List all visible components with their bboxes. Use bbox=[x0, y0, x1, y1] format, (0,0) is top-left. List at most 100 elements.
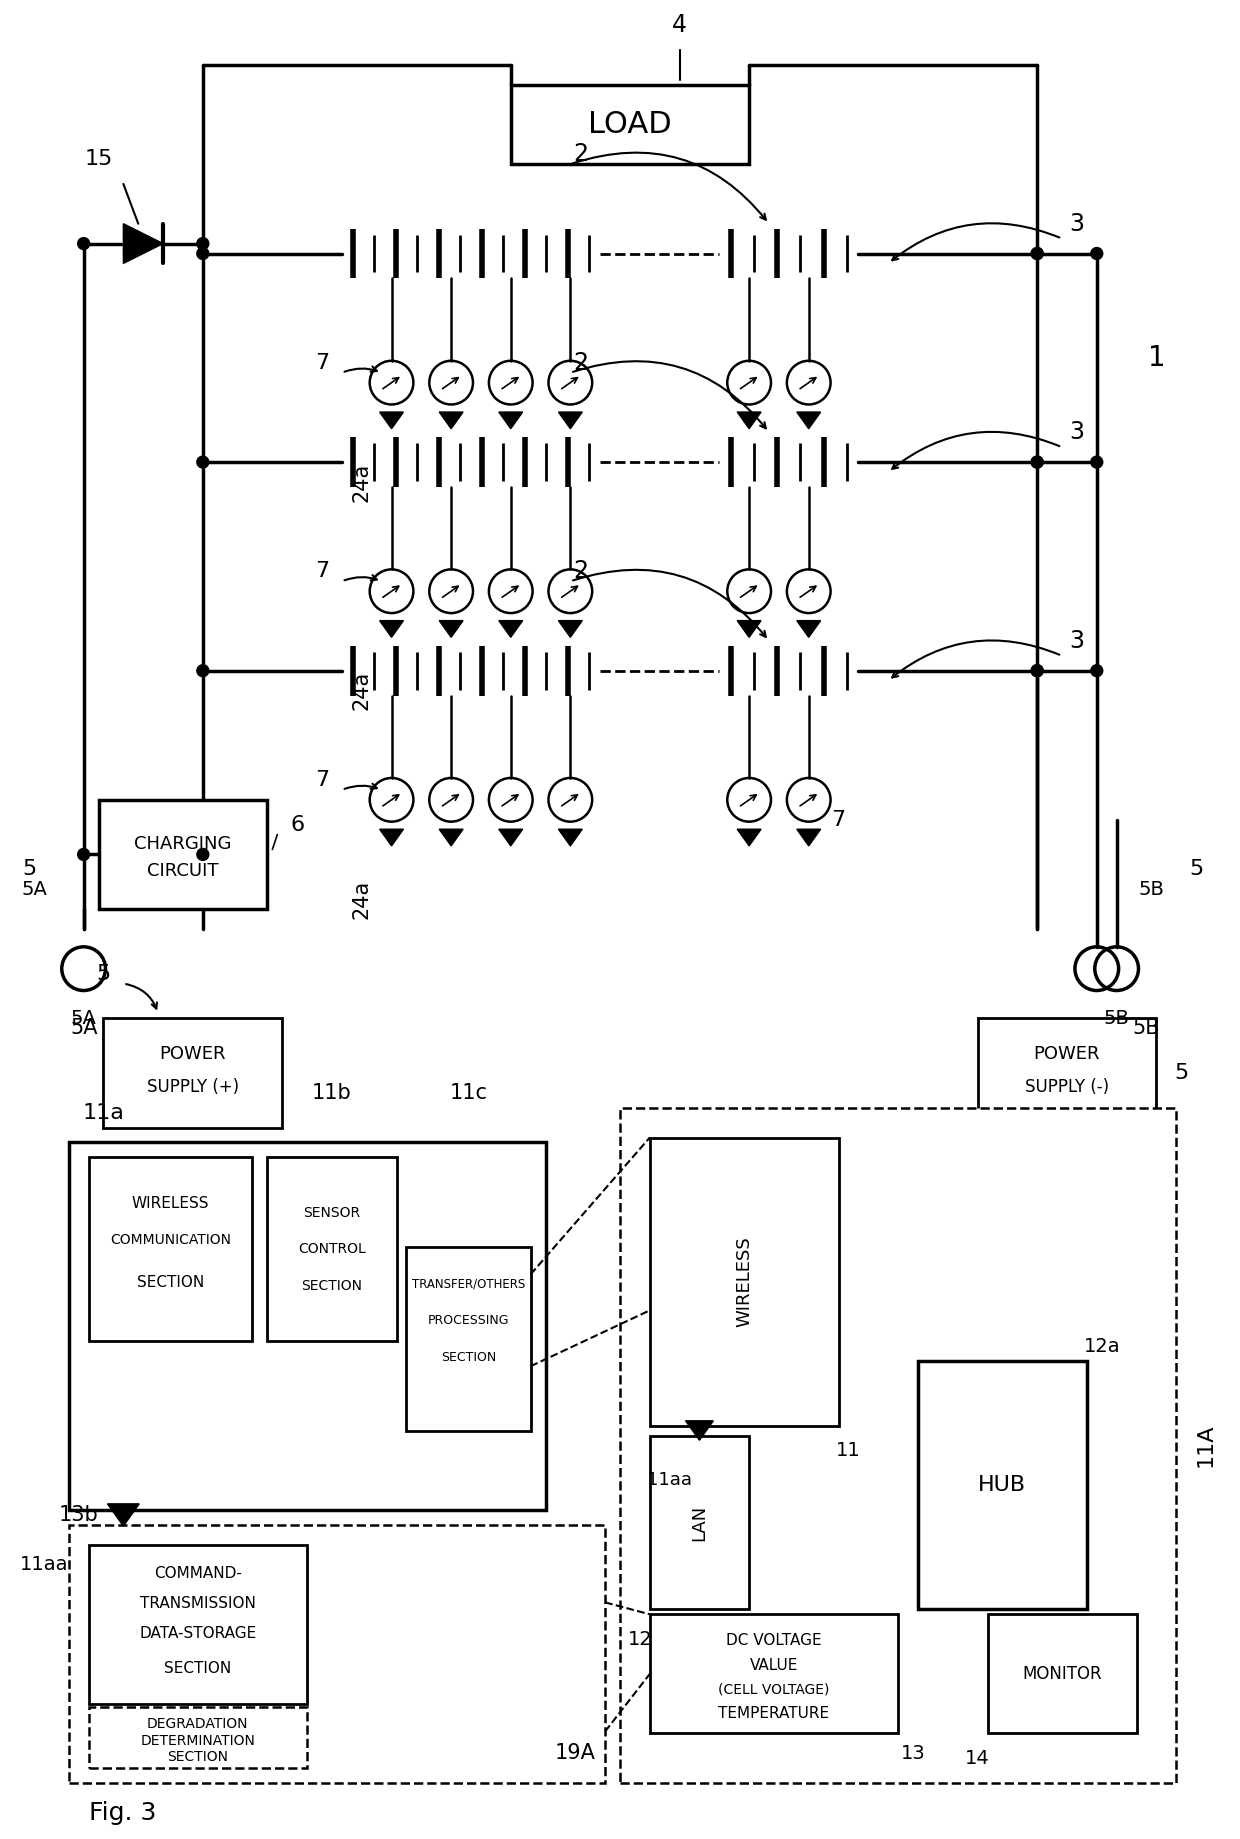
Text: POWER: POWER bbox=[1034, 1045, 1100, 1063]
Circle shape bbox=[1032, 456, 1043, 469]
Bar bbox=[68, 1142, 546, 1510]
Circle shape bbox=[78, 237, 89, 250]
Text: 24a: 24a bbox=[352, 671, 372, 710]
Text: 3: 3 bbox=[1069, 211, 1085, 235]
Text: PROCESSING: PROCESSING bbox=[428, 1313, 510, 1326]
Text: WIRELESS: WIRELESS bbox=[735, 1236, 753, 1328]
Polygon shape bbox=[738, 412, 761, 428]
Bar bbox=[88, 1707, 308, 1769]
Text: 3: 3 bbox=[1069, 629, 1085, 653]
Text: 11: 11 bbox=[836, 1442, 861, 1460]
Text: 7: 7 bbox=[832, 809, 846, 829]
Circle shape bbox=[1032, 664, 1043, 677]
Bar bbox=[98, 800, 268, 908]
Text: SECTION: SECTION bbox=[164, 1661, 232, 1675]
Polygon shape bbox=[123, 224, 164, 263]
Circle shape bbox=[1032, 664, 1043, 677]
Bar bbox=[620, 1107, 1177, 1784]
Polygon shape bbox=[498, 829, 522, 846]
Text: 11c: 11c bbox=[450, 1083, 487, 1103]
Text: 7: 7 bbox=[315, 771, 329, 791]
Text: 2: 2 bbox=[573, 142, 588, 166]
Text: DEGRADATION: DEGRADATION bbox=[148, 1718, 248, 1730]
Text: DETERMINATION: DETERMINATION bbox=[140, 1734, 255, 1747]
Text: CHARGING: CHARGING bbox=[134, 835, 232, 853]
Text: LAN: LAN bbox=[691, 1504, 708, 1541]
Text: 5: 5 bbox=[97, 964, 110, 984]
Polygon shape bbox=[439, 412, 463, 428]
Text: 2: 2 bbox=[573, 351, 588, 375]
Bar bbox=[650, 1138, 838, 1425]
Text: 1: 1 bbox=[1147, 344, 1166, 371]
Text: 11a: 11a bbox=[83, 1103, 124, 1122]
Circle shape bbox=[1032, 248, 1043, 259]
Text: 24a: 24a bbox=[352, 462, 372, 502]
Polygon shape bbox=[439, 829, 463, 846]
Circle shape bbox=[197, 848, 208, 861]
Text: 24a: 24a bbox=[352, 879, 372, 920]
Polygon shape bbox=[797, 829, 821, 846]
Polygon shape bbox=[439, 620, 463, 638]
Text: TRANSMISSION: TRANSMISSION bbox=[140, 1596, 255, 1611]
Text: CIRCUIT: CIRCUIT bbox=[148, 862, 218, 879]
Polygon shape bbox=[108, 1504, 139, 1526]
Bar bbox=[88, 1157, 253, 1341]
Polygon shape bbox=[379, 829, 403, 846]
Text: 5A: 5A bbox=[21, 879, 47, 899]
Text: 5: 5 bbox=[1174, 1063, 1188, 1083]
Text: 5A: 5A bbox=[71, 1010, 97, 1028]
Circle shape bbox=[78, 848, 89, 861]
Text: 5B: 5B bbox=[1132, 1019, 1161, 1039]
Polygon shape bbox=[686, 1422, 713, 1440]
Text: SECTION: SECTION bbox=[441, 1350, 496, 1363]
Bar bbox=[68, 1525, 605, 1784]
Text: 11aa: 11aa bbox=[20, 1556, 68, 1574]
Text: 7: 7 bbox=[315, 561, 329, 581]
Text: COMMUNICATION: COMMUNICATION bbox=[110, 1234, 231, 1247]
Bar bbox=[650, 1615, 898, 1734]
Text: SECTION: SECTION bbox=[136, 1274, 205, 1289]
Text: 3: 3 bbox=[1069, 421, 1085, 445]
Text: WIRELESS: WIRELESS bbox=[131, 1195, 210, 1210]
Text: 7: 7 bbox=[315, 353, 329, 373]
Text: 6: 6 bbox=[290, 815, 304, 835]
Text: 11aa: 11aa bbox=[647, 1471, 692, 1490]
Text: SECTION: SECTION bbox=[301, 1278, 362, 1293]
Circle shape bbox=[1032, 248, 1043, 259]
Circle shape bbox=[1091, 456, 1102, 469]
Polygon shape bbox=[797, 412, 821, 428]
Bar bbox=[918, 1361, 1086, 1609]
Bar bbox=[88, 1545, 308, 1703]
Polygon shape bbox=[558, 829, 583, 846]
Text: DC VOLTAGE: DC VOLTAGE bbox=[727, 1633, 822, 1648]
Circle shape bbox=[1091, 248, 1102, 259]
Text: SUPPLY (-): SUPPLY (-) bbox=[1025, 1078, 1109, 1096]
Text: 12a: 12a bbox=[1084, 1337, 1120, 1355]
Text: MONITOR: MONITOR bbox=[1022, 1664, 1102, 1683]
Text: HUB: HUB bbox=[978, 1475, 1027, 1495]
Text: 19A: 19A bbox=[554, 1743, 595, 1764]
Bar bbox=[407, 1247, 531, 1431]
Polygon shape bbox=[558, 620, 583, 638]
Circle shape bbox=[197, 664, 208, 677]
Text: VALUE: VALUE bbox=[750, 1659, 799, 1673]
Text: POWER: POWER bbox=[160, 1045, 226, 1063]
Polygon shape bbox=[379, 620, 403, 638]
Bar bbox=[103, 1019, 283, 1127]
Text: LOAD: LOAD bbox=[588, 110, 672, 140]
Polygon shape bbox=[379, 412, 403, 428]
Text: Fig. 3: Fig. 3 bbox=[88, 1800, 156, 1824]
Circle shape bbox=[1032, 456, 1043, 469]
Polygon shape bbox=[558, 412, 583, 428]
Text: 5B: 5B bbox=[1138, 879, 1164, 899]
Bar bbox=[977, 1019, 1157, 1127]
Text: SUPPLY (+): SUPPLY (+) bbox=[146, 1078, 239, 1096]
Text: 15: 15 bbox=[84, 149, 113, 169]
Circle shape bbox=[1091, 664, 1102, 677]
Polygon shape bbox=[498, 412, 522, 428]
Text: CONTROL: CONTROL bbox=[298, 1243, 366, 1256]
Text: 4: 4 bbox=[672, 13, 687, 37]
Text: SECTION: SECTION bbox=[167, 1751, 228, 1764]
Text: 5B: 5B bbox=[1104, 1010, 1130, 1028]
Text: 2: 2 bbox=[573, 559, 588, 583]
